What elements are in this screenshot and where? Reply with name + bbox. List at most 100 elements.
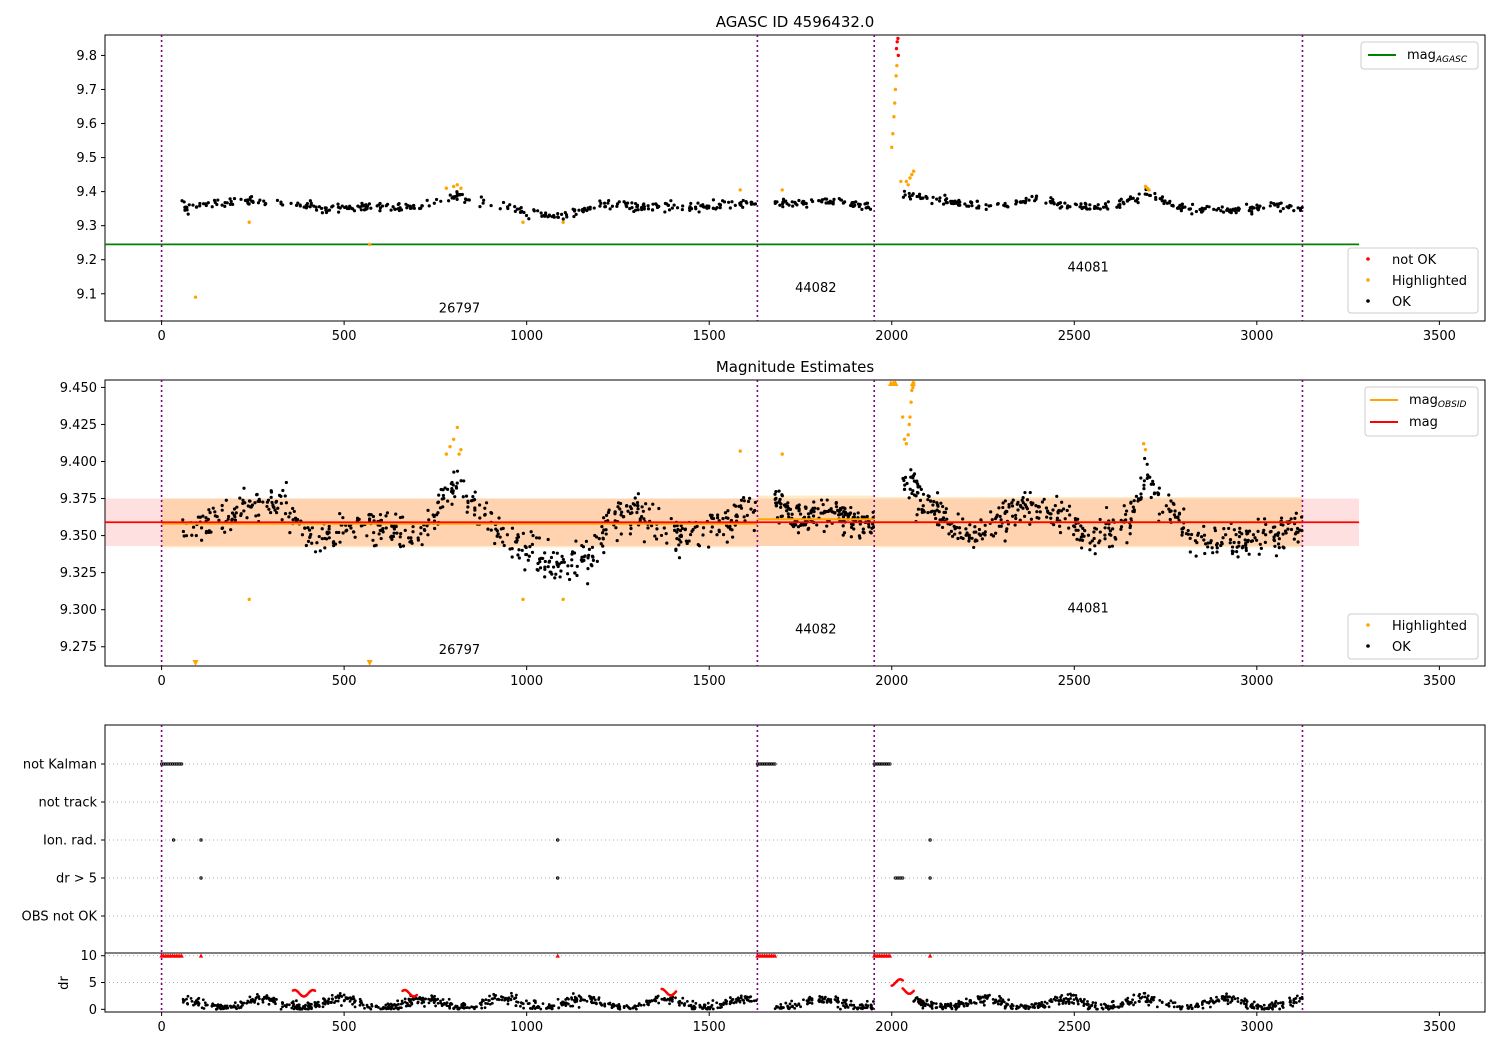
- dr-ok-point: [329, 1000, 333, 1004]
- dr-ok-point: [581, 998, 585, 1002]
- ok-point: [573, 571, 577, 575]
- dr-ok-point: [1280, 1004, 1284, 1008]
- ok-point: [798, 512, 803, 516]
- dr-ok-point: [729, 1001, 733, 1004]
- ok-point: [398, 206, 402, 210]
- ok-point: [586, 582, 590, 586]
- ok-point: [639, 205, 644, 210]
- ok-point: [1283, 529, 1288, 533]
- dr-ok-point: [946, 1004, 950, 1008]
- dr-ok-point: [457, 1007, 461, 1011]
- ok-point: [217, 518, 221, 522]
- dr-ok-point: [1270, 1006, 1274, 1010]
- ok-point: [809, 511, 813, 515]
- ok-point: [628, 532, 632, 536]
- flag-marker: [762, 762, 767, 766]
- y-tick-label: 10: [80, 949, 97, 964]
- ok-point: [716, 513, 720, 517]
- dr-ok-point: [510, 991, 513, 995]
- dr-ok-point: [310, 1006, 313, 1009]
- dr-ok-point: [1052, 997, 1056, 1001]
- ok-point: [1092, 206, 1097, 211]
- ok-point: [1244, 546, 1248, 550]
- ok-point: [308, 535, 312, 540]
- ok-point: [471, 494, 475, 499]
- ok-point: [1028, 490, 1032, 495]
- flag-marker: [165, 762, 169, 766]
- dr-ok-point: [1226, 995, 1230, 999]
- ok-point: [588, 205, 592, 209]
- dr-ok-point: [1082, 1002, 1086, 1006]
- ok-point: [519, 210, 523, 214]
- ok-point: [280, 518, 284, 522]
- ok-point: [654, 202, 658, 206]
- dr-ok-point: [779, 1002, 783, 1006]
- ok-point: [1098, 530, 1102, 534]
- ok-point: [1011, 498, 1015, 502]
- ok-point: [1194, 554, 1198, 558]
- dr-ok-point: [501, 995, 505, 999]
- ok-point: [629, 526, 633, 531]
- ok-point: [1183, 205, 1187, 209]
- flag-marker: [893, 876, 897, 880]
- dr-ok-point: [852, 1003, 856, 1007]
- ok-point: [257, 497, 261, 501]
- dr-ok-point: [1144, 1000, 1148, 1003]
- ok-point: [513, 209, 517, 214]
- ok-point: [918, 498, 923, 502]
- ok-point: [493, 541, 497, 546]
- ok-point: [1230, 549, 1234, 553]
- ok-point: [1172, 502, 1176, 506]
- dr-ok-point: [433, 994, 436, 998]
- dr-ok-point: [401, 1001, 404, 1005]
- ok-point: [1045, 509, 1050, 513]
- ok-point: [780, 514, 784, 518]
- dr-ok-point: [647, 999, 651, 1003]
- dr-ok-point: [1186, 1006, 1190, 1010]
- dr-ok-point: [921, 1006, 925, 1010]
- ok-point: [539, 556, 543, 560]
- ok-point: [337, 210, 341, 214]
- ok-point: [947, 532, 951, 536]
- dr-ok-point: [268, 997, 272, 1001]
- dr-ok-point: [1173, 1001, 1177, 1005]
- dr-ok-point: [1137, 994, 1141, 998]
- ok-point: [336, 205, 341, 209]
- flag-marker: [169, 762, 173, 766]
- dr-ok-point: [805, 999, 809, 1003]
- ok-point: [1038, 510, 1042, 514]
- dr-ok-point: [592, 995, 596, 999]
- ok-point: [911, 192, 915, 196]
- ok-point: [723, 511, 728, 515]
- ok-point: [191, 203, 195, 207]
- ok-point: [230, 518, 234, 522]
- dr-ok-point: [496, 997, 500, 1001]
- dr-ok-point: [255, 992, 259, 996]
- ok-point: [1202, 538, 1206, 542]
- ok-point: [543, 559, 547, 564]
- ok-point: [1065, 508, 1069, 513]
- ok-point: [718, 206, 722, 210]
- ok-point: [530, 542, 534, 546]
- highlighted-point: [193, 295, 198, 299]
- dr-ok-point: [416, 1000, 420, 1004]
- dr-ok-point: [748, 999, 752, 1003]
- dr-ok-point: [681, 996, 685, 1000]
- ok-point: [841, 201, 846, 205]
- ok-point: [1035, 515, 1039, 520]
- highlighted-point: [910, 388, 914, 393]
- ok-point: [459, 479, 463, 483]
- ok-point: [908, 487, 912, 491]
- dr-ok-point: [1294, 1001, 1298, 1005]
- ok-point: [1019, 505, 1023, 509]
- ok-point: [997, 506, 1001, 510]
- dr-ok-point: [965, 1004, 969, 1008]
- dr-ok-point: [1106, 1004, 1110, 1008]
- ok-point: [846, 514, 851, 519]
- ok-point: [1257, 552, 1261, 556]
- dr-ok-point: [1232, 995, 1235, 999]
- ok-point: [828, 199, 832, 203]
- dr-ok-point: [281, 1005, 284, 1009]
- ok-point: [778, 203, 782, 207]
- dr-ok-point: [977, 997, 981, 1001]
